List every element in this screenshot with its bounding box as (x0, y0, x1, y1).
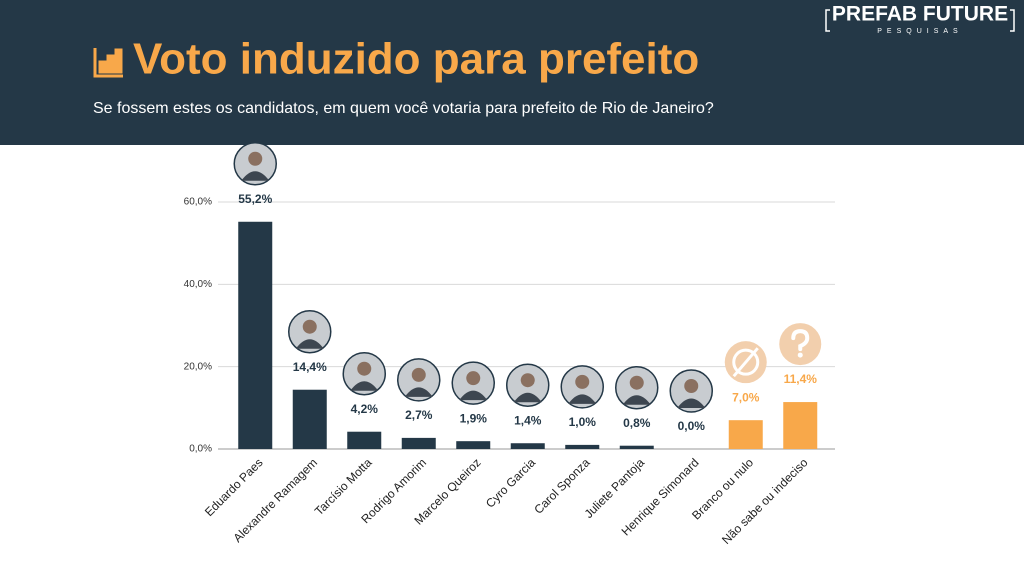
value-label: 7,0% (732, 390, 760, 404)
photo-body (404, 387, 433, 397)
photo-body (568, 394, 597, 404)
candidate-photo (615, 365, 659, 410)
chart-icon (93, 48, 123, 78)
photo-body (350, 381, 379, 391)
brand-name: PREFAB FUTURE (832, 3, 1008, 26)
bar (510, 443, 545, 449)
photo-head (302, 319, 317, 334)
x-tick-label: Cyro Garcia (483, 455, 538, 510)
y-tick-label: 0,0% (189, 444, 212, 455)
bar (347, 431, 382, 449)
photo-head (411, 367, 426, 382)
icon-dot (797, 352, 803, 358)
value-label: 2,7% (405, 408, 433, 422)
option-icon (779, 323, 822, 366)
photo-head (684, 379, 699, 393)
y-tick-label: 60,0% (184, 197, 212, 208)
photo-head (520, 373, 535, 388)
icon-question (791, 329, 810, 352)
photo-head (248, 151, 263, 166)
title: Voto induzido para prefeito (133, 35, 699, 84)
photo-body (513, 392, 542, 403)
y-tick-label: 40,0% (184, 279, 212, 290)
bar (292, 389, 327, 449)
value-label: 11,4% (784, 372, 818, 386)
value-label: 14,4% (293, 360, 327, 374)
candidate-photo (506, 363, 550, 407)
value-label: 1,4% (514, 413, 542, 427)
candidate-photo (288, 309, 332, 354)
candidate-photo (397, 358, 441, 402)
bar (728, 420, 763, 449)
logo: PREFAB FUTURE PESQUISAS (825, 3, 1015, 35)
subtitle: Se fossem estes os candidatos, em quem v… (93, 100, 714, 117)
value-label: 0,8% (623, 416, 651, 430)
value-label: 0,0% (678, 419, 706, 433)
bar (783, 402, 818, 449)
x-tick-label: Carol Sponza (531, 455, 593, 517)
candidate-photo (669, 369, 713, 413)
photo-head (629, 375, 644, 390)
photo-head (466, 371, 481, 386)
photo-body (622, 395, 651, 405)
header-band (0, 0, 1024, 145)
photo-body (241, 171, 270, 181)
candidate-photo (233, 142, 277, 186)
value-label: 1,9% (460, 411, 488, 425)
value-label: 55,2% (238, 192, 272, 206)
bar (238, 221, 273, 449)
value-label: 1,0% (569, 415, 597, 429)
photo-body (295, 339, 324, 349)
value-label: 4,2% (351, 402, 379, 416)
photo-body (459, 390, 488, 401)
candidate-photo (560, 365, 604, 409)
icon-null (732, 348, 760, 376)
bar (401, 437, 436, 449)
photo-head (575, 374, 590, 389)
photo-head (357, 361, 372, 376)
bar (619, 445, 654, 449)
photo-body (677, 398, 706, 408)
option-icon (724, 341, 767, 384)
candidate-photo (342, 351, 386, 396)
y-tick-label: 20,0% (184, 361, 212, 372)
bar (456, 441, 491, 449)
bar (565, 444, 600, 449)
icon-slash (732, 347, 759, 378)
brand-tagline: PESQUISAS (877, 28, 962, 35)
candidate-photo (451, 361, 495, 405)
